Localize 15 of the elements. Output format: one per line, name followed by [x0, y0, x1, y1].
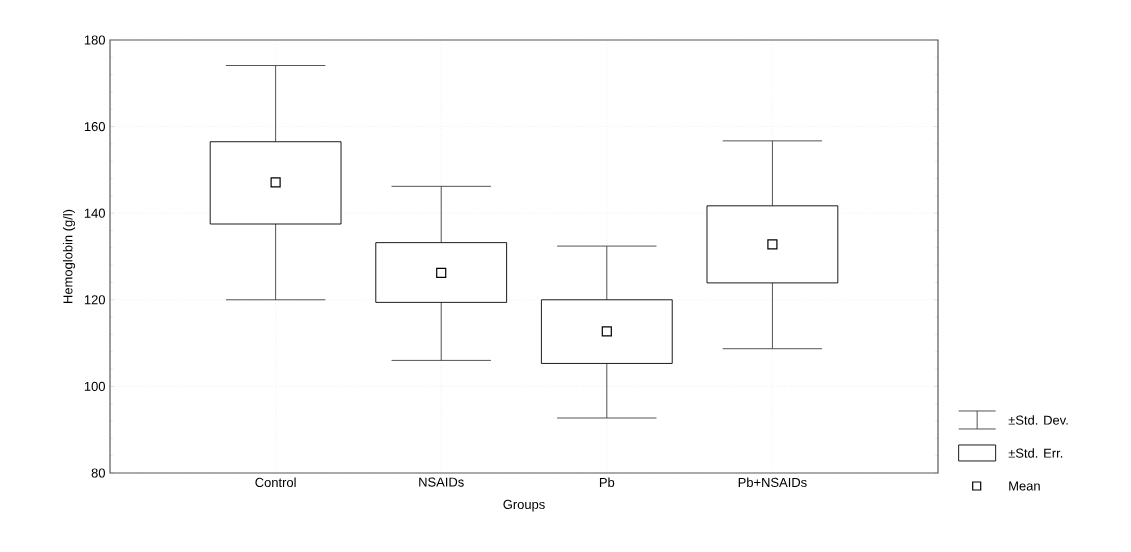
x-tick-label: Pb: [599, 477, 615, 488]
x-tick-label: NSAIDs: [419, 477, 464, 487]
y-tick-label: 120: [84, 295, 105, 305]
y-axis-title: Hemoglobin (g/l): [62, 209, 76, 303]
text: ±Std. Dev.: [1008, 415, 1068, 425]
y-tick-label: 140: [84, 208, 105, 218]
text: Mean: [1009, 481, 1040, 491]
y-tick-label: 80: [91, 468, 105, 478]
x-tick-label: Pb+NSAIDs: [738, 477, 807, 488]
x-tick-label: Control: [255, 477, 296, 488]
y-tick-label: 180: [84, 35, 105, 45]
y-tick-label: 100: [84, 381, 105, 391]
text: ±Std. Err.: [1008, 448, 1063, 458]
x-axis-title: Groups: [503, 499, 545, 512]
y-tick-label: 160: [84, 121, 105, 132]
